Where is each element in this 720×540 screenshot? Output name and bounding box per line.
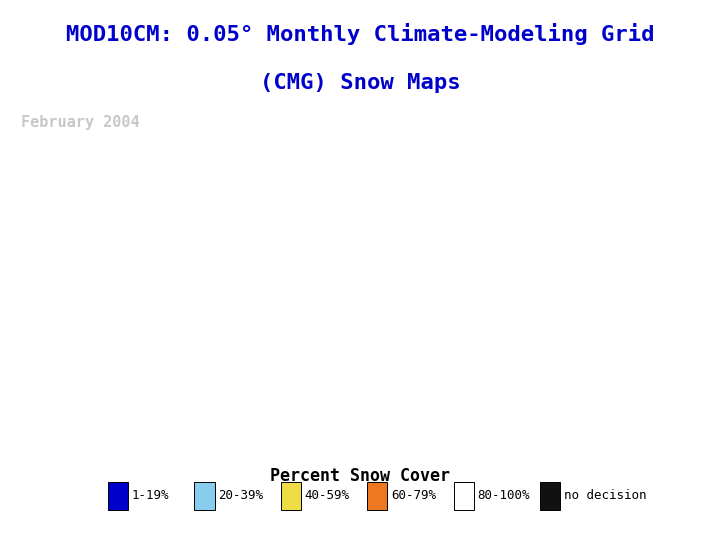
FancyBboxPatch shape [454, 482, 474, 510]
FancyBboxPatch shape [281, 482, 301, 510]
Text: (CMG) Snow Maps: (CMG) Snow Maps [260, 72, 460, 93]
FancyBboxPatch shape [367, 482, 387, 510]
Text: Percent Snow Cover: Percent Snow Cover [270, 467, 450, 484]
FancyBboxPatch shape [540, 482, 560, 510]
Text: 80-100%: 80-100% [477, 489, 530, 502]
FancyBboxPatch shape [108, 482, 128, 510]
Text: MOD10CM: 0.05° Monthly Climate-Modeling Grid: MOD10CM: 0.05° Monthly Climate-Modeling … [66, 23, 654, 45]
Text: 60-79%: 60-79% [391, 489, 436, 502]
Text: 20-39%: 20-39% [218, 489, 264, 502]
Text: 40-59%: 40-59% [305, 489, 350, 502]
FancyBboxPatch shape [194, 482, 215, 510]
Text: February 2004: February 2004 [22, 115, 140, 130]
Text: 1-19%: 1-19% [132, 489, 169, 502]
Text: no decision: no decision [564, 489, 647, 502]
